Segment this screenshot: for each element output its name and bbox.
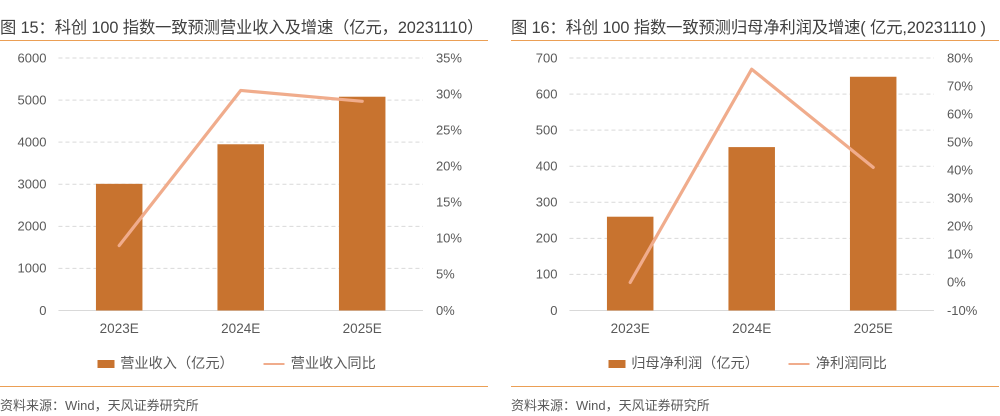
svg-text:2024E: 2024E	[732, 321, 771, 336]
svg-text:35%: 35%	[436, 51, 462, 65]
svg-text:200: 200	[536, 231, 558, 246]
svg-text:60%: 60%	[947, 106, 973, 121]
svg-text:80%: 80%	[947, 51, 973, 65]
svg-text:1000: 1000	[18, 261, 47, 276]
svg-text:40%: 40%	[947, 163, 973, 178]
svg-text:2023E: 2023E	[100, 321, 139, 336]
svg-text:3000: 3000	[18, 177, 47, 192]
svg-text:10%: 10%	[436, 231, 462, 246]
svg-text:500: 500	[536, 122, 558, 137]
svg-text:0: 0	[550, 303, 557, 318]
svg-text:2023E: 2023E	[611, 321, 650, 336]
svg-text:2025E: 2025E	[343, 321, 382, 336]
svg-text:0%: 0%	[436, 303, 455, 318]
svg-text:6000: 6000	[18, 51, 47, 65]
svg-text:0: 0	[39, 303, 46, 318]
svg-text:300: 300	[536, 195, 558, 210]
svg-text:-10%: -10%	[947, 303, 978, 318]
svg-text:4000: 4000	[18, 134, 47, 149]
svg-text:70%: 70%	[947, 78, 973, 93]
svg-text:400: 400	[536, 159, 558, 174]
svg-text:30%: 30%	[436, 86, 462, 101]
svg-text:0%: 0%	[947, 275, 966, 290]
svg-text:5%: 5%	[436, 267, 455, 282]
svg-text:30%: 30%	[947, 191, 973, 206]
svg-text:50%: 50%	[947, 134, 973, 149]
svg-text:25%: 25%	[436, 122, 462, 137]
svg-text:2025E: 2025E	[854, 321, 893, 336]
svg-text:2000: 2000	[18, 219, 47, 234]
svg-text:20%: 20%	[436, 159, 462, 174]
svg-text:2024E: 2024E	[221, 321, 260, 336]
svg-text:100: 100	[536, 267, 558, 282]
svg-text:700: 700	[536, 51, 558, 65]
svg-text:10%: 10%	[947, 247, 973, 262]
svg-text:600: 600	[536, 86, 558, 101]
svg-text:5000: 5000	[18, 92, 47, 107]
svg-text:15%: 15%	[436, 195, 462, 210]
svg-text:20%: 20%	[947, 219, 973, 234]
